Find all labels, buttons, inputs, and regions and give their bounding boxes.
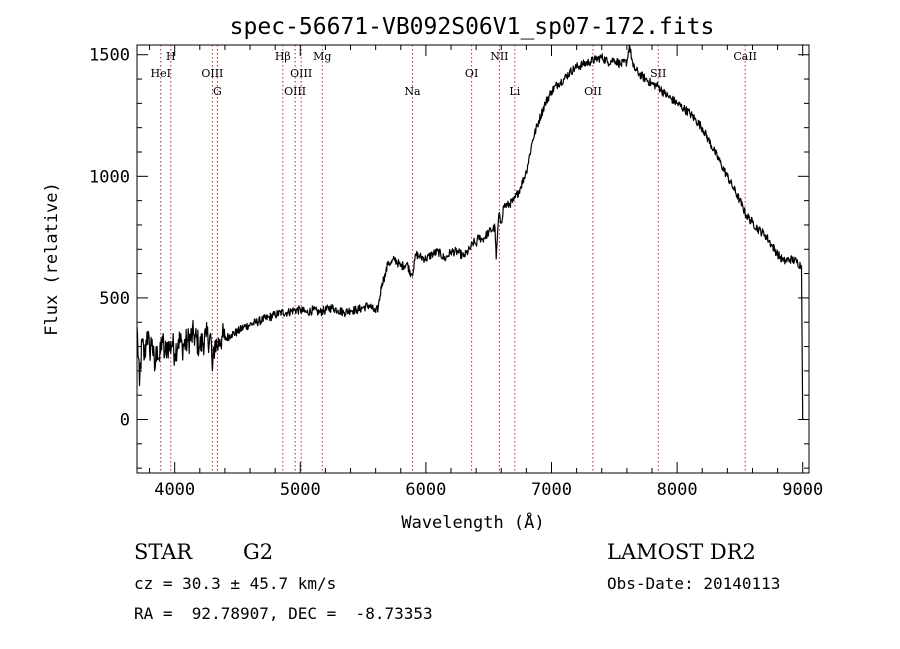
y-axis-ticks: 0 500 1000 1500 xyxy=(89,46,809,469)
x-tick-label: 7000 xyxy=(531,480,572,500)
spectral-line-label: OIII xyxy=(284,85,306,98)
spectral-line-label: OIII xyxy=(201,67,223,80)
spectral-line-label: G xyxy=(213,85,222,98)
x-axis-label: Wavelength (Å) xyxy=(401,511,544,533)
spectral-line-label: OII xyxy=(584,85,602,98)
survey-name: LAMOST DR2 xyxy=(607,540,756,564)
spectral-line-label: SII xyxy=(650,67,666,80)
info-panel: STAR G2 LAMOST DR2 cz = 30.3 ± 45.7 km/s… xyxy=(134,540,780,623)
x-tick-label: 4000 xyxy=(154,480,195,500)
x-tick-label: 5000 xyxy=(280,480,321,500)
chart-title: spec-56671-VB092S06V1_sp07-172.fits xyxy=(230,14,715,40)
redshift-text: cz = 30.3 ± 45.7 km/s xyxy=(134,574,336,593)
coordinates-text: RA = 92.78907, DEC = -8.73353 xyxy=(134,604,433,623)
plot-frame xyxy=(136,44,810,474)
spectral-line-label: H xyxy=(166,50,176,63)
x-tick-label: 9000 xyxy=(782,480,823,500)
x-tick-label: 6000 xyxy=(405,480,446,500)
object-subclass: G2 xyxy=(243,540,273,564)
spectral-line-label: OI xyxy=(465,67,478,80)
spectral-line-label: CaII xyxy=(733,50,757,63)
spectral-line-label: Na xyxy=(404,85,421,98)
spectral-line-label: OIII xyxy=(290,67,312,80)
x-axis-ticks: 4000 5000 6000 7000 8000 9000 xyxy=(149,45,823,500)
spectral-line-markers xyxy=(160,45,746,473)
y-axis-label: Flux (relative) xyxy=(42,182,62,336)
spectral-line-label: Mg xyxy=(313,50,331,63)
y-tick-label: 1000 xyxy=(89,167,130,187)
y-tick-label: 1500 xyxy=(89,46,130,66)
spectral-line-label: Li xyxy=(509,85,520,98)
object-class: STAR xyxy=(134,540,193,564)
spectral-line-label: Hβ xyxy=(275,50,291,63)
spectrum-line xyxy=(136,44,805,421)
spectral-line-label: NII xyxy=(490,50,508,63)
spectral-line-label: HeI xyxy=(151,67,171,80)
x-tick-label: 8000 xyxy=(657,480,698,500)
y-tick-label: 500 xyxy=(99,289,130,309)
obs-date-text: Obs-Date: 20140113 xyxy=(607,574,780,593)
y-tick-label: 0 xyxy=(120,411,130,431)
